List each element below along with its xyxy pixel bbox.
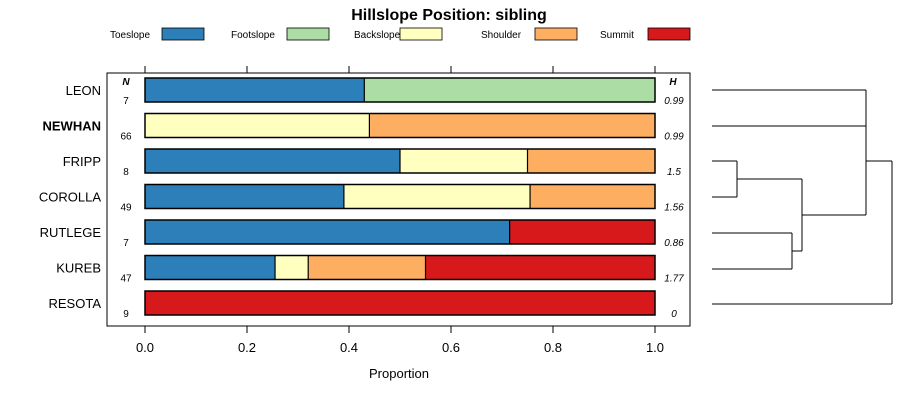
x-tick-label-4: 0.8 xyxy=(544,340,562,355)
h-label-newhan: 0.99 xyxy=(664,132,684,143)
legend-label-footslope: Footslope xyxy=(231,30,275,41)
dendrogram xyxy=(712,89,893,305)
bar-kureb-backslope xyxy=(275,255,309,280)
x-tick-label-5: 1.0 xyxy=(646,340,664,355)
bar-outline-fripp xyxy=(144,148,656,174)
bar-outline-newhan xyxy=(144,112,656,139)
category-labels: LEON NEWHAN FRIPP COROLLA RUTLEGE KUREB RESOTA xyxy=(39,83,101,311)
bar-rutlege-toeslope xyxy=(145,220,510,244)
top-axis-ticks xyxy=(144,66,656,73)
bar-leon-footslope xyxy=(364,78,655,102)
bar-leon-toeslope xyxy=(145,78,365,102)
bar-outline-resota xyxy=(144,290,656,316)
bar-fripp-toeslope xyxy=(145,149,400,173)
bars xyxy=(144,77,656,316)
category-label-fripp: FRIPP xyxy=(63,154,101,169)
legend-label-shoulder: Shoulder xyxy=(481,30,522,41)
legend-swatch-shoulder xyxy=(534,27,578,41)
bar-outline-leon xyxy=(144,77,656,103)
bar-corolla-backslope xyxy=(343,184,531,209)
bar-fripp-shoulder xyxy=(527,149,655,173)
n-label-resota: 9 xyxy=(123,309,129,320)
n-label-corolla: 49 xyxy=(120,203,132,214)
x-tick-label-3: 0.6 xyxy=(442,340,460,355)
x-tick-label-1: 0.2 xyxy=(238,340,256,355)
bar-newhan-backslope xyxy=(145,113,370,138)
chart-title: Hillslope Position: sibling xyxy=(351,7,547,24)
bar-kureb-toeslope xyxy=(145,255,276,280)
n-column-header: N xyxy=(122,77,130,88)
n-labels: 7 66 8 49 7 47 9 xyxy=(120,96,132,320)
n-label-newhan: 66 xyxy=(120,132,132,143)
legend-swatch-summit xyxy=(647,27,691,41)
legend-label-summit: Summit xyxy=(600,30,634,41)
bar-resota-summit xyxy=(145,291,655,315)
bar-outline-rutlege xyxy=(144,219,656,245)
category-label-newhan: NEWHAN xyxy=(43,119,102,134)
category-label-rutlege: RUTLEGE xyxy=(40,225,102,240)
x-axis-label: Proportion xyxy=(369,366,429,381)
bar-corolla-toeslope xyxy=(145,184,344,209)
h-label-leon: 0.99 xyxy=(664,96,684,107)
category-label-resota: RESOTA xyxy=(49,296,102,311)
bar-outline-corolla xyxy=(144,183,656,210)
category-label-kureb: KUREB xyxy=(56,261,101,276)
n-label-kureb: 47 xyxy=(120,274,132,285)
legend-label-toeslope: Toeslope xyxy=(110,30,150,41)
x-tick-label-0: 0.0 xyxy=(136,340,154,355)
h-label-fripp: 1.5 xyxy=(667,167,681,178)
bar-fripp-backslope xyxy=(400,149,528,173)
category-label-leon: LEON xyxy=(66,83,101,98)
bar-rutlege-summit xyxy=(509,220,655,244)
category-label-corolla: COROLLA xyxy=(39,190,101,205)
h-label-kureb: 1.77 xyxy=(664,274,684,285)
h-labels: 0.99 0.99 1.5 1.56 0.86 1.77 0 xyxy=(664,96,684,320)
legend-swatch-toeslope xyxy=(161,27,205,41)
n-label-leon: 7 xyxy=(123,96,129,107)
x-tick-label-2: 0.4 xyxy=(340,340,358,355)
h-label-corolla: 1.56 xyxy=(664,203,684,214)
h-label-resota: 0 xyxy=(671,309,677,320)
h-column-header: H xyxy=(669,77,677,88)
x-axis: 0.0 0.2 0.4 0.6 0.8 1.0 xyxy=(136,326,664,355)
bar-corolla-shoulder xyxy=(530,184,655,209)
bar-outline-kureb xyxy=(144,254,656,281)
legend: Toeslope Footslope Backslope Shoulder Summit xyxy=(110,27,691,41)
legend-swatch-backslope xyxy=(399,27,443,41)
n-label-rutlege: 7 xyxy=(123,238,129,249)
n-label-fripp: 8 xyxy=(123,167,129,178)
legend-label-backslope: Backslope xyxy=(354,30,401,41)
bar-kureb-shoulder xyxy=(308,255,426,280)
bar-newhan-shoulder xyxy=(369,113,655,138)
h-label-rutlege: 0.86 xyxy=(664,238,684,249)
legend-swatch-footslope xyxy=(286,27,330,41)
bar-kureb-summit xyxy=(425,255,655,280)
plot-frame xyxy=(106,72,691,327)
